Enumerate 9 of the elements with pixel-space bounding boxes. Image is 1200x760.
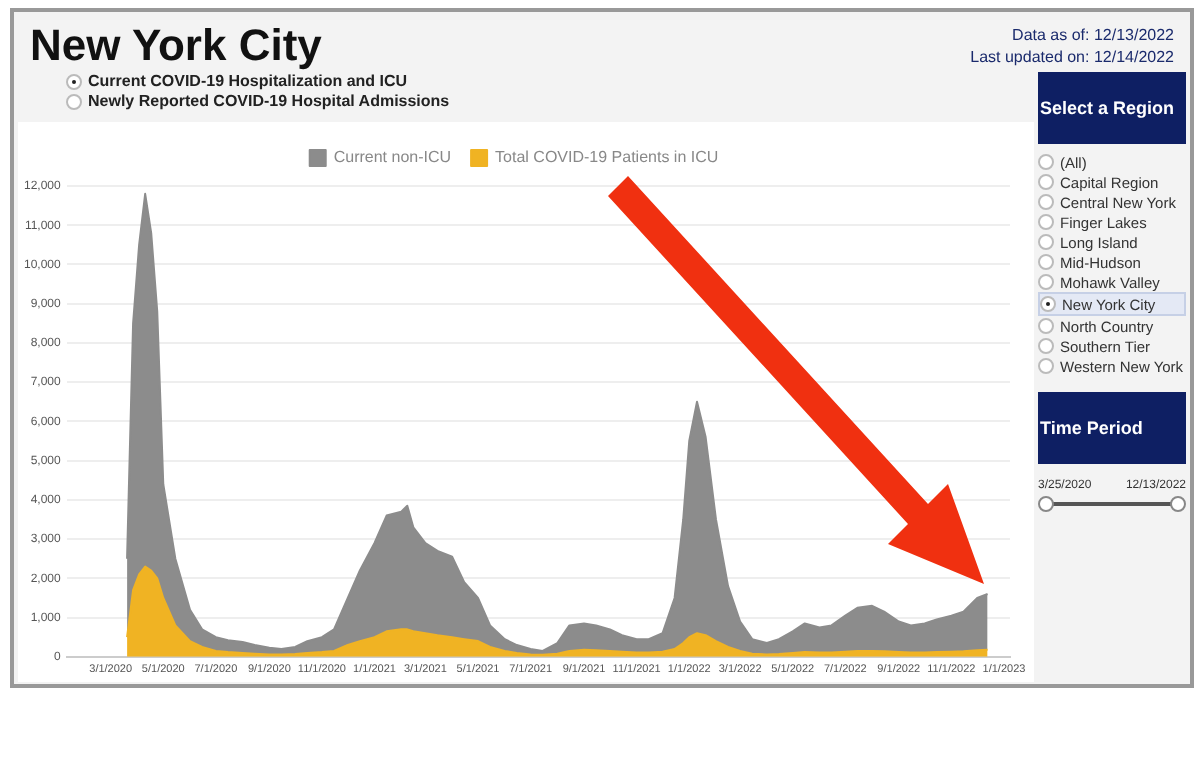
text: Current COVID-19 Hospitalization and ICU [88,72,408,92]
text: Data as of: 12/13/2022 [1010,24,1174,46]
legend-label: Current non-ICU [333,148,452,167]
text: Select a Region [1038,72,1186,144]
legend-label: Total COVID-19 Patients in ICU [495,148,719,167]
text: Time Period [1038,392,1186,464]
text: Last updated on: 12/14/2022 [970,46,1174,68]
chart-title: New York City [30,20,322,72]
text: Newly Reported COVID-19 Hospital Admissions [88,92,450,112]
